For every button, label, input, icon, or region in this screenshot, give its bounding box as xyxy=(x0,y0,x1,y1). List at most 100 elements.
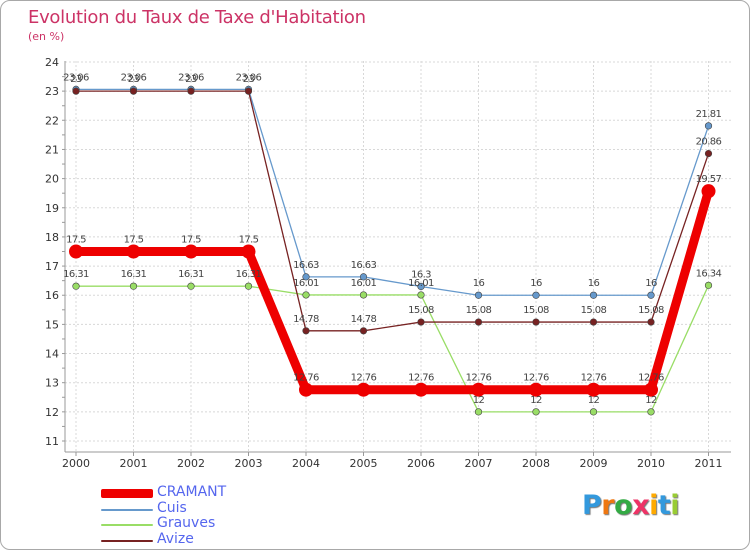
x-tick-label: 2007 xyxy=(465,457,493,470)
data-point-grauves xyxy=(359,291,368,299)
data-label-grauves: 12 xyxy=(473,395,485,406)
data-label-avize: 15.08 xyxy=(523,305,549,316)
series-line-avize xyxy=(76,90,710,332)
data-point-cramant xyxy=(529,382,543,397)
data-point-cuis xyxy=(704,122,713,130)
series-line-cramant xyxy=(76,189,713,395)
data-point-grauves xyxy=(704,281,713,289)
x-tick-label: 2010 xyxy=(637,457,665,470)
data-label-cramant: 12.76 xyxy=(351,373,377,384)
data-point-cramant xyxy=(471,382,486,397)
data-label-cramant: 12.76 xyxy=(581,373,607,384)
data-point-avize xyxy=(589,318,598,326)
data-label-cramant: 19.57 xyxy=(696,174,722,185)
data-label-avize: 15.08 xyxy=(466,305,492,316)
y-tick-label: 23 xyxy=(45,85,59,98)
data-point-cuis xyxy=(359,273,368,281)
data-point-grauves xyxy=(72,282,80,290)
data-label-cramant: 17.5 xyxy=(66,235,86,246)
y-tick-label: 18 xyxy=(45,231,59,244)
data-label-cuis: 16 xyxy=(645,278,657,289)
data-point-avize xyxy=(704,149,713,158)
legend-label: Avize xyxy=(157,530,194,547)
data-label-cuis: 21.81 xyxy=(696,109,722,120)
legend-label: Cuis xyxy=(157,499,187,516)
legend-swatch xyxy=(101,539,153,542)
data-point-cramant xyxy=(586,382,601,397)
y-tick-label: 11 xyxy=(45,435,59,448)
series-line-grauves xyxy=(76,285,710,413)
data-point-avize xyxy=(129,87,138,95)
x-tick-label: 2001 xyxy=(120,457,148,470)
y-tick-label: 17 xyxy=(45,260,59,273)
legend-label: Grauves xyxy=(157,515,216,531)
data-label-avize: 14.78 xyxy=(293,314,319,325)
y-tick-label: 14 xyxy=(45,348,59,361)
data-label-avize: 15.08 xyxy=(408,305,434,316)
data-label-grauves: 16.31 xyxy=(121,269,147,280)
data-point-avize xyxy=(244,87,253,95)
data-label-cramant: 12.76 xyxy=(523,373,549,384)
x-tick-label: 2000 xyxy=(62,457,90,470)
data-label-cuis: 16.63 xyxy=(351,260,377,271)
x-tick-label: 2006 xyxy=(407,457,435,470)
data-label-cramant: 17.5 xyxy=(124,235,144,246)
chart-subtitle: (en %) xyxy=(28,30,65,43)
y-tick-label: 13 xyxy=(45,377,59,390)
data-label-cuis: 16 xyxy=(530,278,542,289)
y-tick-label: 20 xyxy=(45,173,59,186)
data-point-grauves xyxy=(129,282,138,290)
data-label-grauves: 16.01 xyxy=(408,278,434,289)
data-label-grauves: 16.01 xyxy=(293,278,319,289)
x-tick-label: 2004 xyxy=(292,457,320,470)
x-tick-label: 2008 xyxy=(522,457,550,470)
data-point-avize xyxy=(417,318,425,326)
data-point-grauves xyxy=(647,408,655,416)
y-tick-label: 16 xyxy=(45,289,59,302)
data-point-cramant xyxy=(184,244,198,259)
data-label-cuis: 23.06 xyxy=(236,72,262,83)
y-tick-label: 22 xyxy=(45,114,59,127)
data-point-grauves xyxy=(474,408,483,416)
data-point-cuis xyxy=(647,291,655,299)
data-label-cramant: 12.76 xyxy=(293,373,319,384)
legend-swatch xyxy=(101,508,153,511)
data-point-avize xyxy=(302,327,310,335)
data-label-avize: 15.08 xyxy=(581,305,607,316)
data-label-avize: 20.86 xyxy=(696,137,722,148)
y-tick-label: 24 xyxy=(45,56,59,69)
chart-title: Evolution du Taux de Taxe d'Habitation xyxy=(28,7,366,28)
x-tick-label: 2005 xyxy=(350,457,378,470)
data-point-grauves xyxy=(187,282,195,290)
data-label-grauves: 12 xyxy=(530,395,542,406)
data-label-cramant: 12.76 xyxy=(408,373,434,384)
data-point-cramant xyxy=(241,244,256,259)
data-label-cuis: 16 xyxy=(473,278,485,289)
data-label-avize: 15.08 xyxy=(638,305,664,316)
data-point-avize xyxy=(72,87,80,95)
data-point-avize xyxy=(187,87,195,95)
data-point-avize xyxy=(474,318,483,326)
data-label-cramant: 12.76 xyxy=(466,373,492,384)
data-label-cuis: 23.06 xyxy=(121,72,147,83)
data-label-avize: 23 xyxy=(243,74,255,85)
data-point-cuis xyxy=(589,291,598,299)
x-tick-label: 2003 xyxy=(235,457,263,470)
data-point-cramant xyxy=(414,382,428,397)
data-label-avize: 23 xyxy=(70,74,82,85)
data-label-grauves: 12 xyxy=(645,395,657,406)
x-tick-label: 2009 xyxy=(580,457,608,470)
y-tick-label: 21 xyxy=(45,143,59,156)
legend-swatch xyxy=(101,524,153,526)
y-tick-label: 15 xyxy=(45,318,59,331)
data-point-avize xyxy=(359,327,368,335)
series-line-cuis xyxy=(76,88,710,296)
legend-swatch xyxy=(101,489,153,498)
data-label-grauves: 16.31 xyxy=(63,269,89,280)
data-point-grauves xyxy=(244,282,253,290)
data-label-grauves: 12 xyxy=(588,395,600,406)
data-point-cramant xyxy=(356,382,371,397)
legend-label: CRAMANT xyxy=(157,484,227,500)
data-point-avize xyxy=(647,318,655,326)
